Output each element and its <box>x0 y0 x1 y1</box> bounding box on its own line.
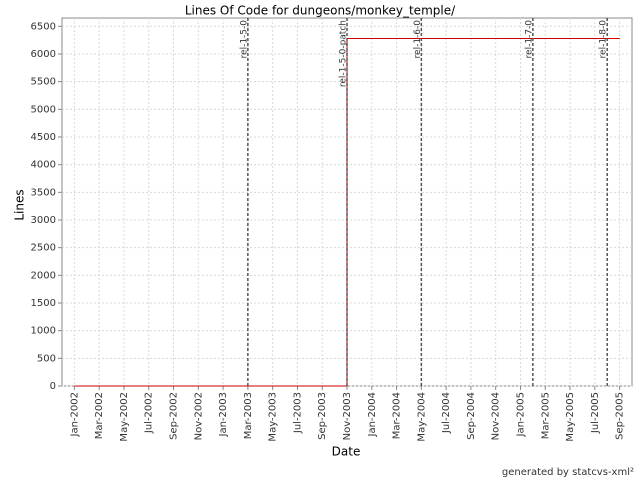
y-tick-label: 1500 <box>31 298 56 309</box>
x-tick-label: May-2003 <box>268 392 279 442</box>
release-label: rel-1-5-0-patch <box>339 20 349 87</box>
x-tick-label: Jul-2003 <box>292 392 303 434</box>
y-tick-label: 500 <box>37 353 56 364</box>
chart-title: Lines Of Code for dungeons/monkey_temple… <box>185 4 456 18</box>
y-tick-label: 2500 <box>31 243 56 254</box>
y-tick-label: 2000 <box>31 270 56 281</box>
x-tick-label: Jul-2005 <box>590 392 601 434</box>
x-tick-label: Jan-2004 <box>367 392 378 437</box>
y-tick-label: 1000 <box>31 326 56 337</box>
y-axis-label: Lines <box>13 189 27 220</box>
footer: generated by statcvs-xml² <box>502 467 634 478</box>
x-tick-label: Mar-2004 <box>392 392 403 439</box>
y-tick-label: 5500 <box>31 77 56 88</box>
y-tick-label: 3500 <box>31 187 56 198</box>
x-tick-label: Sep-2004 <box>466 392 477 440</box>
y-tick-label: 6500 <box>31 21 56 32</box>
y-tick-label: 0 <box>50 381 56 392</box>
y-tick-label: 6000 <box>31 49 56 60</box>
x-tick-label: Jan-2003 <box>218 392 229 437</box>
x-tick-label: Nov-2002 <box>193 392 204 440</box>
release-label: rel-1-8-0 <box>599 20 609 59</box>
x-axis-label: Date <box>332 445 361 459</box>
x-tick-label: Sep-2003 <box>317 392 328 440</box>
data-line <box>74 38 620 387</box>
x-tick-label: Jan-2005 <box>515 392 526 437</box>
x-tick-label: Nov-2004 <box>491 392 502 440</box>
x-tick-label: Mar-2005 <box>540 392 551 439</box>
x-tick-label: Mar-2003 <box>243 392 254 439</box>
y-tick-label: 4500 <box>31 132 56 143</box>
release-label: rel-1-6-0 <box>413 20 423 59</box>
release-label: rel-1-5-0 <box>239 20 249 59</box>
x-tick-label: Jul-2002 <box>144 392 155 434</box>
x-tick-label: Sep-2002 <box>169 392 180 440</box>
y-tick-label: 4000 <box>31 160 56 171</box>
x-tick-label: Sep-2005 <box>615 392 626 440</box>
y-tick-label: 5000 <box>31 104 56 115</box>
x-tick-label: May-2002 <box>119 392 130 442</box>
x-tick-label: May-2004 <box>416 392 427 442</box>
x-tick-label: Nov-2003 <box>342 392 353 440</box>
release-label: rel-1-7-0 <box>524 20 534 59</box>
x-tick-label: May-2005 <box>565 392 576 442</box>
y-tick-label: 3000 <box>31 215 56 226</box>
x-tick-label: Jul-2004 <box>441 392 452 434</box>
x-tick-label: Mar-2002 <box>94 392 105 439</box>
x-tick-label: Jan-2002 <box>69 392 80 437</box>
